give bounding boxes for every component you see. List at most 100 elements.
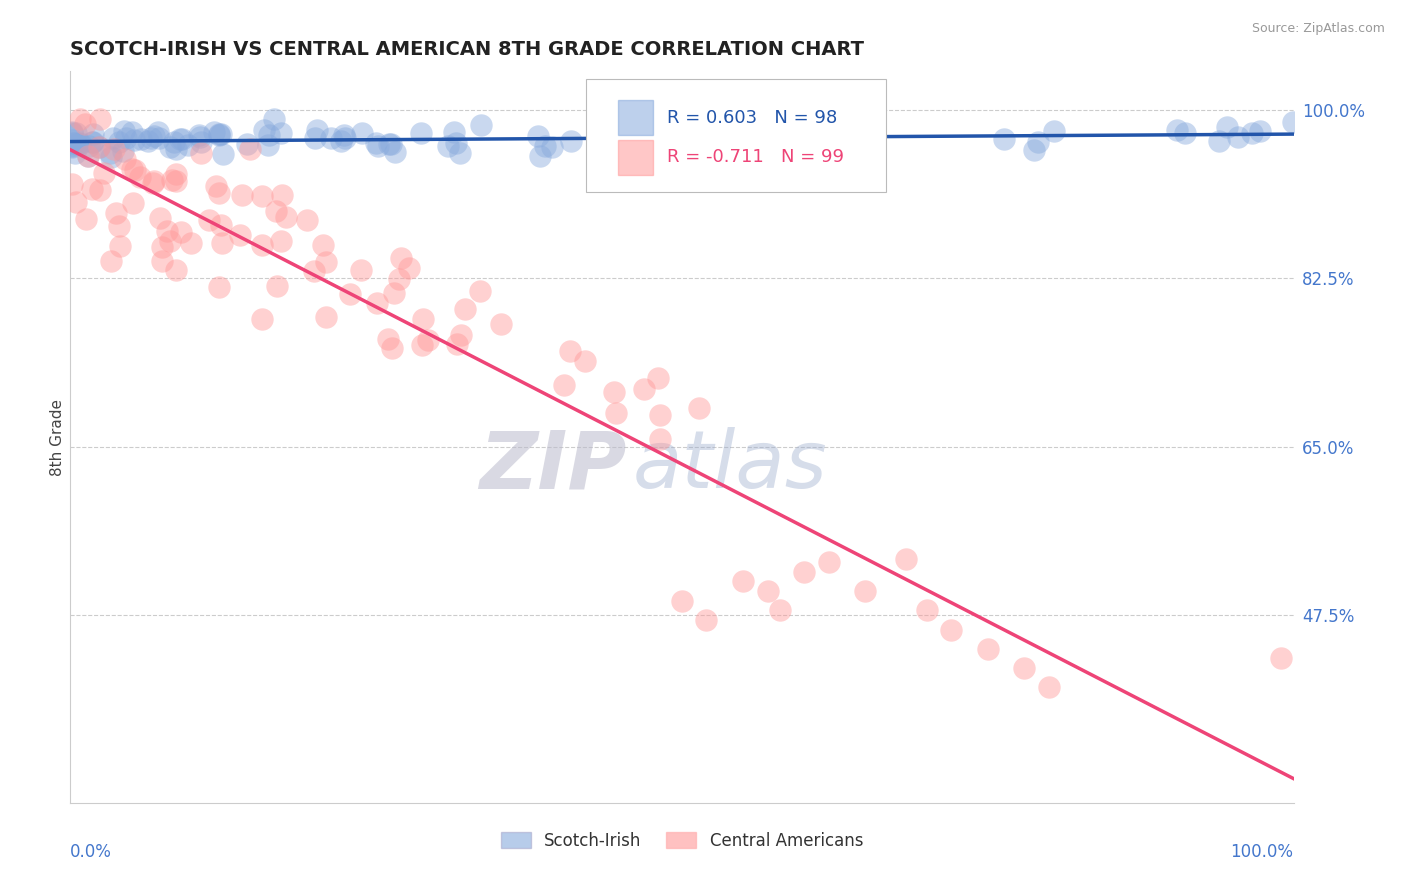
Point	[250, 238, 273, 252]
Point	[87, 139, 110, 153]
Point	[533, 138, 555, 153]
Point	[1022, 143, 1045, 157]
Point	[177, 138, 200, 153]
Point	[470, 118, 492, 132]
Point	[139, 131, 162, 145]
Point	[148, 211, 170, 225]
Point	[208, 127, 231, 141]
Point	[1270, 651, 1292, 665]
Point	[409, 127, 432, 141]
Point	[633, 382, 655, 396]
Point	[165, 167, 187, 181]
Point	[257, 128, 280, 142]
Point	[256, 138, 278, 153]
Point	[180, 236, 202, 251]
Text: 100.0%: 100.0%	[1230, 843, 1294, 861]
Point	[104, 206, 127, 220]
Point	[443, 125, 465, 139]
Point	[112, 144, 135, 158]
Point	[60, 132, 83, 146]
Point	[315, 255, 337, 269]
Point	[894, 552, 917, 566]
Point	[384, 145, 406, 159]
Point	[146, 125, 169, 139]
Point	[449, 145, 471, 160]
Point	[75, 212, 97, 227]
Point	[274, 211, 297, 225]
Point	[1208, 134, 1230, 148]
Point	[122, 133, 145, 147]
Point	[121, 161, 143, 176]
Point	[304, 131, 326, 145]
Point	[711, 129, 734, 144]
Point	[263, 112, 285, 126]
Point	[1014, 661, 1036, 675]
Point	[75, 117, 97, 131]
Point	[110, 239, 132, 253]
Point	[1043, 124, 1066, 138]
Point	[1216, 120, 1239, 134]
Text: R = -0.711   N = 99: R = -0.711 N = 99	[668, 148, 844, 166]
Point	[89, 140, 111, 154]
Point	[165, 142, 187, 156]
Point	[756, 584, 779, 599]
Point	[211, 236, 233, 251]
Point	[100, 254, 122, 268]
Point	[367, 139, 389, 153]
Point	[939, 623, 962, 637]
Point	[188, 128, 211, 142]
Point	[80, 182, 103, 196]
Point	[170, 132, 193, 146]
Point	[63, 145, 86, 160]
Point	[122, 195, 145, 210]
Point	[69, 137, 91, 152]
Point	[169, 225, 191, 239]
Point	[212, 146, 235, 161]
Point	[82, 127, 104, 141]
Point	[489, 317, 512, 331]
Point	[855, 584, 877, 599]
Point	[733, 574, 755, 589]
Point	[60, 136, 83, 150]
Point	[450, 328, 472, 343]
Point	[66, 137, 89, 152]
Point	[592, 142, 614, 156]
Text: R = 0.603   N = 98: R = 0.603 N = 98	[668, 109, 838, 127]
Point	[76, 149, 98, 163]
Point	[236, 137, 259, 152]
Point	[160, 173, 183, 187]
Point	[993, 132, 1015, 146]
Point	[297, 213, 319, 227]
Point	[366, 296, 388, 310]
Point	[60, 139, 83, 153]
Point	[382, 286, 405, 301]
Point	[69, 136, 91, 151]
Point	[560, 344, 582, 359]
Point	[121, 125, 143, 139]
Point	[270, 234, 292, 248]
Point	[77, 149, 100, 163]
Point	[315, 310, 337, 324]
Point	[1240, 126, 1263, 140]
Point	[398, 260, 420, 275]
Point	[169, 131, 191, 145]
Point	[339, 287, 361, 301]
Point	[124, 162, 146, 177]
Point	[626, 132, 648, 146]
Point	[252, 123, 274, 137]
Point	[98, 146, 121, 161]
Point	[377, 332, 399, 346]
Point	[312, 237, 335, 252]
Point	[381, 341, 404, 355]
Point	[150, 254, 173, 268]
Point	[574, 353, 596, 368]
Point	[553, 378, 575, 392]
FancyBboxPatch shape	[619, 100, 652, 136]
Point	[412, 312, 434, 326]
Point	[527, 128, 550, 143]
Point	[239, 142, 262, 156]
Point	[650, 408, 672, 422]
Point	[100, 150, 122, 164]
Point	[647, 371, 669, 385]
Point	[69, 112, 91, 127]
